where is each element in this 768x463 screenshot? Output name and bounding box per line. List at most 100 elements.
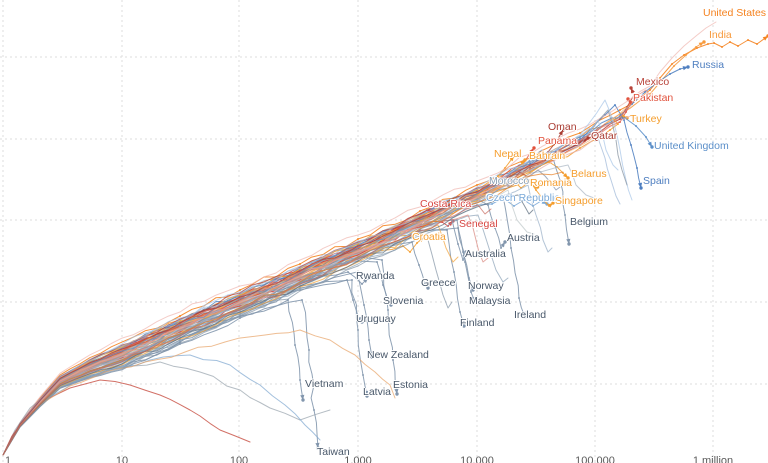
series-point-marker (657, 81, 659, 83)
series-endpoint-arrow-icon (315, 442, 320, 448)
series-line-unlabeled-11[interactable] (2, 361, 331, 456)
series-endpoint-dot (365, 394, 369, 398)
series-line-norway[interactable] (2, 219, 474, 456)
series-endpoint-arrow-icon (621, 114, 627, 119)
series-line-vietnam[interactable] (2, 299, 304, 456)
series-endpoint-arrow-icon (357, 316, 362, 322)
series-endpoint-dot (370, 355, 374, 359)
series-point-marker (685, 54, 687, 56)
series-point-marker (535, 189, 537, 191)
series-point-marker (362, 374, 364, 376)
series-point-marker (352, 299, 354, 301)
series-line-australia[interactable] (2, 219, 467, 456)
series-point-marker (299, 263, 301, 265)
series-line-unlabeled-26[interactable] (2, 127, 621, 456)
series-line-austria[interactable] (2, 198, 506, 456)
series-line-greece[interactable] (2, 241, 429, 456)
series-point-marker (347, 271, 349, 273)
series-point-marker (494, 227, 496, 229)
series-line-rwanda[interactable] (2, 271, 369, 456)
series-line-unlabeled-25[interactable] (2, 149, 543, 456)
series-endpoint-arrow-icon (698, 42, 704, 47)
series-endpoint-arrow-icon (541, 199, 547, 204)
series-line-unlabeled-29[interactable] (2, 194, 534, 456)
series-point-marker (357, 238, 359, 240)
series-endpoint-dot (395, 392, 399, 396)
series-line-unlabeled-24[interactable] (2, 183, 502, 456)
series-point-marker (614, 104, 616, 106)
series-line-unlabeled-28[interactable] (2, 171, 564, 456)
series-point-marker (381, 259, 383, 261)
series-point-marker (671, 63, 673, 65)
series-point-marker (707, 43, 709, 45)
series-point-marker (747, 39, 749, 41)
series-point-marker (683, 54, 685, 56)
series-endpoint-arrow-icon (562, 172, 568, 178)
series-line-unlabeled-15[interactable] (2, 214, 509, 456)
series-line-ireland[interactable] (2, 195, 526, 456)
series-point-marker (609, 129, 611, 131)
series-point-marker (679, 68, 681, 70)
series-point-marker (179, 315, 181, 317)
series-point-marker (630, 144, 632, 146)
series-line-romania[interactable] (2, 179, 542, 456)
series-point-marker (669, 73, 671, 75)
series-point-marker (497, 175, 499, 177)
series-point-marker (308, 349, 310, 351)
series-line-senegal[interactable] (2, 220, 454, 456)
series-point-marker (387, 309, 389, 311)
series-point-marker (713, 42, 715, 44)
series-point-marker (523, 199, 525, 201)
series-point-marker (579, 147, 581, 149)
series-line-unlabeled-18[interactable] (2, 184, 553, 456)
series-point-marker (459, 311, 461, 313)
series-line-belarus[interactable] (2, 161, 569, 456)
series-line-united-kingdom[interactable] (2, 117, 653, 456)
series-point-marker (518, 297, 520, 299)
series-line-unlabeled-20[interactable] (2, 237, 453, 456)
series-point-marker (419, 210, 421, 212)
series-point-marker (453, 271, 455, 273)
series-point-marker (294, 344, 296, 346)
series-line-slovenia[interactable] (2, 260, 392, 456)
series-line-finland[interactable] (2, 229, 465, 456)
series-line-unlabeled-16[interactable] (2, 214, 489, 456)
series-point-marker (357, 329, 359, 331)
series-point-marker (301, 299, 303, 301)
series-endpoint-arrow-icon (460, 320, 465, 326)
series-line-unlabeled-27[interactable] (2, 139, 584, 456)
series-point-marker (356, 271, 358, 273)
series-point-marker (351, 279, 353, 281)
series-point-marker (673, 65, 675, 67)
series-line-unlabeled-8[interactable] (2, 164, 595, 456)
series-line-latvia[interactable] (2, 279, 368, 456)
series-line-unlabeled-30[interactable] (2, 204, 492, 456)
series-endpoint-dot (316, 446, 320, 450)
series-point-marker (355, 277, 357, 279)
series-endpoint-arrow-icon (566, 238, 571, 244)
series-endpoint-dot (301, 398, 305, 402)
series-line-unlabeled-14[interactable] (2, 329, 396, 456)
series-line-estonia[interactable] (2, 256, 398, 456)
series-line-united-states[interactable] (2, 35, 768, 456)
series-endpoint-arrow-icon (509, 156, 514, 162)
series-line-unlabeled-13[interactable] (2, 354, 321, 456)
series-endpoint-arrow-icon (423, 282, 428, 288)
series-point-marker (487, 204, 489, 206)
series-point-marker (645, 136, 647, 138)
series-endpoint-dot (473, 300, 477, 304)
series-endpoint-arrow-icon (535, 185, 541, 190)
series-point-marker (721, 46, 723, 48)
series-point-marker (457, 243, 459, 245)
series-point-marker (635, 125, 637, 127)
series-point-marker (409, 251, 411, 253)
series-point-marker (470, 291, 472, 293)
series-line-unlabeled-12[interactable] (2, 379, 251, 456)
series-point-marker (548, 161, 550, 163)
series-point-marker (239, 289, 241, 291)
series-endpoint-arrow-icon (362, 278, 368, 284)
series-line-taiwan[interactable] (2, 299, 319, 456)
series-endpoint-arrow-icon (364, 390, 369, 396)
